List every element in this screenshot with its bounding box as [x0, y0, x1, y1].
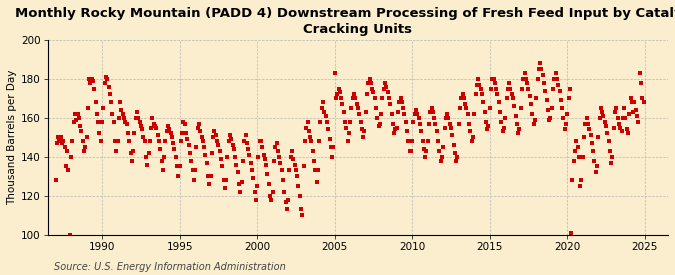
Text: Source: U.S. Energy Information Administration: Source: U.S. Energy Information Administ…	[54, 262, 286, 272]
Y-axis label: Thousand Barrels per Day: Thousand Barrels per Day	[7, 70, 17, 205]
Title: Monthly Rocky Mountain (PADD 4) Downstream Processing of Fresh Feed Input by Cat: Monthly Rocky Mountain (PADD 4) Downstre…	[15, 7, 675, 36]
